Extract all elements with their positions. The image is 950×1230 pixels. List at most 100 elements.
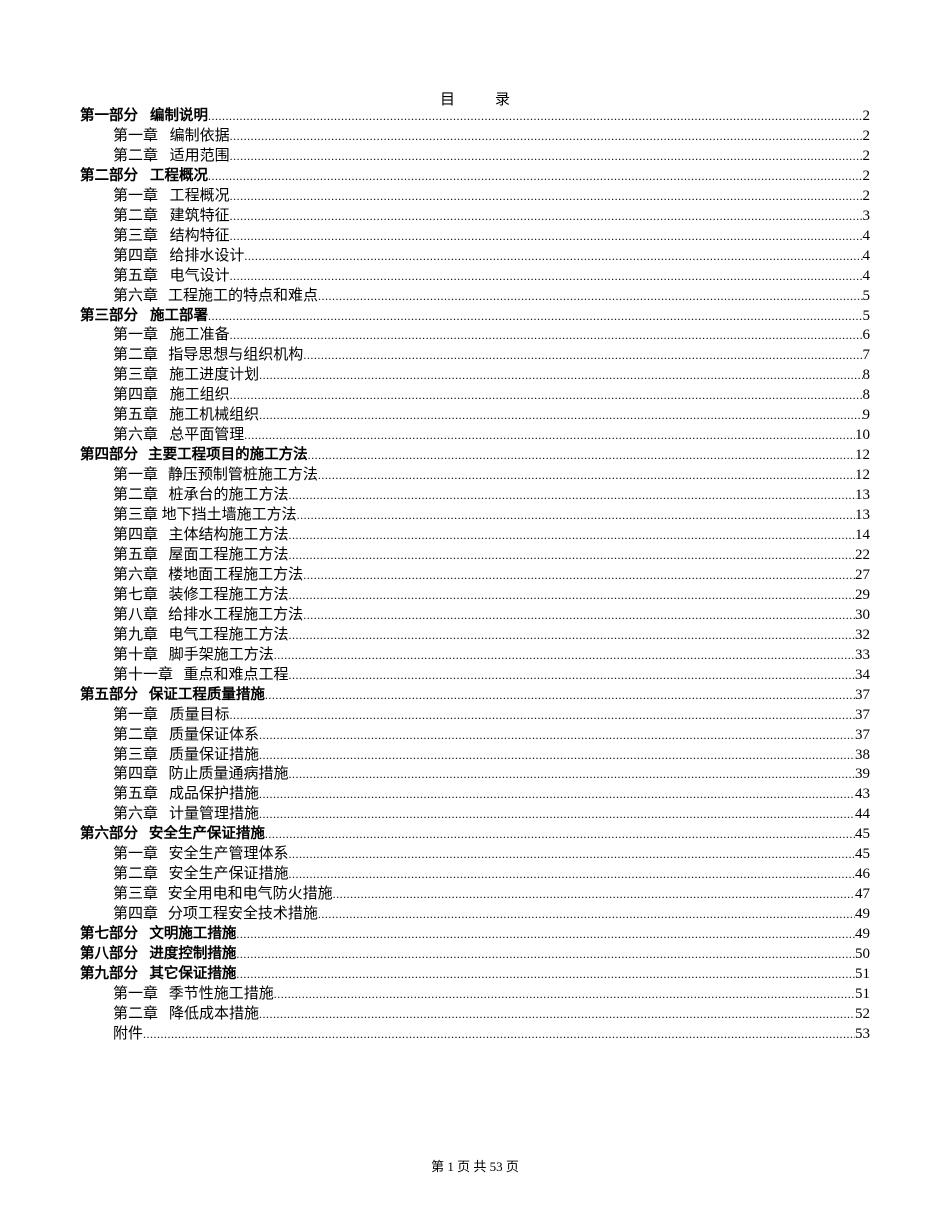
entry-page-number: 37 <box>855 726 870 743</box>
entry-number: 第十一章 <box>113 666 174 683</box>
dot-leader <box>259 726 855 746</box>
dot-leader <box>259 805 855 825</box>
entry-title: 施工进度计划 <box>169 367 260 384</box>
dot-leader <box>288 845 855 865</box>
entry-title: 静压预制管桩施工方法 <box>167 467 318 484</box>
entry-number: 第二章 <box>113 866 159 883</box>
dot-leader <box>288 546 855 566</box>
entry-number: 第五章 <box>113 786 159 803</box>
entry-number: 第一章 <box>113 846 159 863</box>
entry-title: 附件 <box>113 1025 144 1042</box>
entry-number: 第六章 <box>113 566 159 583</box>
dot-leader <box>230 267 863 287</box>
dot-leader <box>230 187 863 207</box>
entry-page-number: 2 <box>862 147 871 164</box>
dot-leader <box>230 326 863 346</box>
dot-leader <box>288 865 855 885</box>
dot-leader <box>265 686 855 706</box>
entry-number: 第一部分 <box>80 108 138 124</box>
entry-title: 建筑特征 <box>169 207 230 224</box>
entry-title: 楼地面工程施工方法 <box>168 566 304 583</box>
dot-leader <box>288 626 855 646</box>
dot-leader <box>318 287 862 307</box>
toc-chapter-entry[interactable]: 附件 53 <box>80 1025 870 1045</box>
entry-page-number: 45 <box>855 826 870 843</box>
entry-number: 第三部分 <box>80 307 138 324</box>
dot-leader <box>244 247 862 267</box>
entry-page-number: 2 <box>862 187 871 204</box>
entry-title: 编制依据 <box>169 127 230 144</box>
entry-page-number: 13 <box>855 507 870 524</box>
entry-number: 第六章 <box>113 427 159 444</box>
entry-page-number: 12 <box>855 447 870 464</box>
entry-page-number: 44 <box>855 806 870 823</box>
dot-leader <box>236 965 855 985</box>
entry-number: 第五章 <box>113 407 159 424</box>
entry-page-number: 4 <box>862 227 871 244</box>
entry-page-number: 5 <box>862 307 871 324</box>
dot-leader <box>230 147 863 167</box>
dot-leader <box>297 506 855 526</box>
entry-page-number: 47 <box>855 886 870 903</box>
dot-leader <box>230 207 863 227</box>
entry-page-number: 10 <box>855 427 870 444</box>
dot-leader <box>208 107 862 127</box>
entry-number: 第一章 <box>113 467 159 484</box>
dot-leader <box>318 466 855 486</box>
entry-title: 质量目标 <box>169 706 230 723</box>
entry-page-number: 4 <box>862 247 871 264</box>
entry-number: 第十章 <box>113 646 159 663</box>
dot-leader <box>230 386 863 406</box>
title-char-2: 录 <box>495 92 511 108</box>
dot-leader <box>288 666 855 686</box>
entry-title: 保证工程质量措施 <box>148 686 265 703</box>
entry-number: 第四章 <box>113 247 159 264</box>
